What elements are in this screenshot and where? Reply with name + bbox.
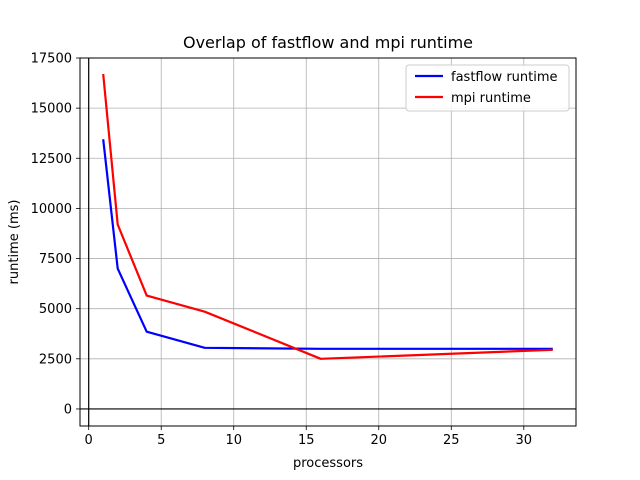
x-tick-label: 20 [370, 433, 387, 448]
x-tick-label: 5 [157, 433, 165, 448]
y-tick-label: 10000 [31, 202, 72, 217]
chart-title: Overlap of fastflow and mpi runtime [183, 33, 473, 52]
legend: fastflow runtime mpi runtime [405, 64, 570, 112]
y-axis-label: runtime (ms) [7, 200, 22, 285]
series-layer [102, 73, 553, 360]
plot-frame [79, 57, 577, 427]
x-axis-label: processors [293, 456, 363, 471]
x-tick-label: 25 [443, 433, 460, 448]
y-tick-label: 2500 [39, 352, 72, 367]
y-tick-label: 15000 [31, 102, 72, 117]
legend-label-1: mpi runtime [451, 91, 531, 106]
y-tick-label: 12500 [31, 152, 72, 167]
y-tick-label: 17500 [31, 52, 72, 67]
y-tick-label: 7500 [39, 252, 72, 267]
zero-lines [80, 58, 576, 426]
x-tick-label: 10 [225, 433, 242, 448]
y-tick-label: 5000 [39, 302, 72, 317]
x-tick-label: 30 [516, 433, 533, 448]
legend-box [405, 64, 570, 112]
y-tick-label: 0 [64, 402, 72, 417]
y-axis: 0 2500 5000 7500 10000 12500 15000 17500 [31, 52, 80, 417]
x-tick-label: 0 [85, 433, 93, 448]
series-line-0 [102, 139, 553, 350]
x-tick-label: 15 [298, 433, 315, 448]
series-line-1 [102, 73, 553, 360]
x-axis: 0 5 10 15 20 25 30 [85, 426, 533, 448]
legend-label-0: fastflow runtime [451, 70, 558, 85]
